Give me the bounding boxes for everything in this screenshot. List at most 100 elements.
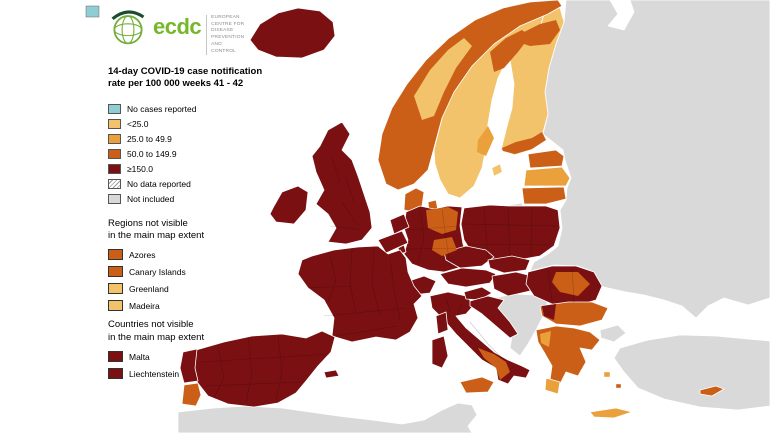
- map-title-line-1: 14-day COVID-19 case notification: [108, 66, 263, 77]
- ecdc-tagline-line: DISEASE PREVENTION: [211, 28, 245, 41]
- ecdc-globe-icon: [111, 10, 145, 45]
- map-region-portugal-south: [181, 382, 202, 407]
- map-region-aegean-island: [615, 383, 622, 389]
- regions-note-label: Canary Islands: [129, 266, 186, 277]
- map-region-croatia: [469, 295, 519, 339]
- map-region-finland-lapland: [516, 20, 560, 46]
- regions-note-heading-line: Regions not visible: [108, 217, 188, 229]
- map-region-united-kingdom: [311, 121, 373, 245]
- legend-swatch-lt25-icon: [108, 119, 121, 130]
- ecdc-logo-text: ecdc: [153, 14, 202, 39]
- legend-label: No data reported: [127, 179, 191, 190]
- regions-note-item: Greenland: [108, 280, 248, 297]
- map-region-norway: [377, 0, 563, 191]
- legend-swatch-50-149-icon: [108, 149, 121, 160]
- map-region-romania-center: [552, 272, 590, 296]
- legend-item: 25.0 to 49.9: [108, 132, 248, 147]
- map-region-norway-mid: [414, 38, 472, 120]
- map-region-peloponnese: [544, 377, 561, 395]
- map-region-aegean-island: [603, 371, 611, 378]
- legend-item: No cases reported: [108, 102, 248, 117]
- countries-note-heading-line: in the main map extent: [108, 331, 205, 343]
- map-region-hungary: [491, 271, 537, 297]
- map-region-portugal-north: [179, 348, 199, 384]
- ecdc-tagline-line: AND CONTROL: [211, 41, 237, 54]
- regions-note-item: Canary Islands: [108, 263, 248, 280]
- map-region-greece: [535, 325, 601, 385]
- greenland-swatch-icon: [108, 283, 123, 295]
- regions-note-label: Greenland: [129, 283, 169, 294]
- legend-item: <25.0: [108, 117, 248, 132]
- countries-note-heading: Countries not visible in the main map ex…: [108, 319, 248, 344]
- legend-label: No cases reported: [127, 104, 197, 115]
- map-region-latvia: [523, 166, 571, 187]
- regions-note-heading-line: in the main map extent: [108, 230, 205, 242]
- map-region-balearic-islands: [323, 369, 340, 379]
- map-region-sicily: [459, 376, 495, 394]
- azores-swatch-icon: [108, 249, 123, 261]
- map-region-slovakia: [487, 255, 531, 274]
- madeira-swatch-icon: [108, 300, 123, 312]
- legend-swatch-no-data-icon: [108, 179, 121, 190]
- liechtenstein-swatch-icon: [108, 368, 123, 380]
- legend-label: Not included: [127, 194, 175, 205]
- map-region-north-africa: [177, 402, 478, 433]
- map-region-ireland: [269, 185, 309, 225]
- legend-swatch-ge150-icon: [108, 164, 121, 175]
- legend-label: ≥150.0: [127, 164, 153, 175]
- legend-list: No cases reported <25.0 25.0 to 49.9 50.…: [108, 102, 248, 207]
- map-region-poland: [460, 204, 561, 261]
- legend-label: <25.0: [127, 119, 149, 130]
- map-region-iceland: [249, 7, 336, 59]
- legend-item: ≥150.0: [108, 162, 248, 177]
- map-region-finland-south-coast: [502, 132, 546, 154]
- countries-note-label: Liechtenstein: [129, 368, 180, 379]
- countries-note-list: Malta Liechtenstein: [108, 348, 248, 382]
- map-region-france: [297, 245, 423, 343]
- map-inset-no-cases-territory: [85, 5, 100, 18]
- countries-note-item: Liechtenstein: [108, 365, 248, 382]
- regions-note-label: Madeira: [129, 300, 160, 311]
- legend-item: 50.0 to 149.9: [108, 147, 248, 162]
- map-region-italy: [429, 291, 531, 385]
- ecdc-logo-tagline: EUROPEAN CENTRE FOR DISEASE PREVENTION A…: [206, 15, 248, 56]
- regions-note-list: Azores Canary Islands Greenland Madeira: [108, 246, 248, 314]
- internal-region-borders: [199, 157, 575, 403]
- map-region-bulgaria: [539, 301, 609, 327]
- map-region-germany-northeast: [426, 207, 458, 234]
- legend-swatch-25-49-icon: [108, 134, 121, 145]
- regions-note-label: Azores: [129, 249, 156, 260]
- map-region-greece-west: [540, 331, 551, 347]
- ecdc-tagline-line: EUROPEAN CENTRE FOR: [211, 15, 245, 27]
- map-region-netherlands: [389, 213, 410, 235]
- countries-note-item: Malta: [108, 348, 248, 365]
- map-region-sweden-southeast: [477, 126, 494, 156]
- map-title: 14-day COVID-19 case notification rate p…: [108, 66, 263, 91]
- map-region-italy-south: [478, 348, 510, 380]
- legend-panel: ecdc EUROPEAN CENTRE FOR DISEASE PREVENT…: [108, 6, 263, 382]
- malta-swatch-icon: [108, 351, 123, 363]
- map-region-sardinia: [431, 335, 449, 369]
- map-region-gotland: [491, 163, 503, 177]
- map-region-belgium: [377, 230, 409, 254]
- ecdc-logo: ecdc EUROPEAN CENTRE FOR DISEASE PREVENT…: [108, 6, 248, 56]
- map-region-crete: [589, 407, 633, 419]
- map-region-lithuania: [521, 186, 567, 205]
- legend-label: 25.0 to 49.9: [127, 134, 172, 145]
- map-region-corsica: [435, 311, 449, 335]
- map-region-spain: [190, 330, 336, 408]
- regions-note-item: Azores: [108, 246, 248, 263]
- map-region-estonia: [527, 149, 565, 169]
- map-region-turkey: [613, 334, 770, 411]
- map-region-turkish-thrace: [599, 324, 627, 343]
- legend-item: Not included: [108, 192, 248, 207]
- regions-note-heading: Regions not visible in the main map exte…: [108, 218, 248, 243]
- map-region-cyprus: [699, 385, 725, 397]
- countries-note-label: Malta: [129, 351, 150, 362]
- legend-swatch-not-included-icon: [108, 194, 121, 205]
- legend-item: No data reported: [108, 177, 248, 192]
- regions-note-item: Madeira: [108, 297, 248, 314]
- countries-note-heading-line: Countries not visible: [108, 319, 194, 331]
